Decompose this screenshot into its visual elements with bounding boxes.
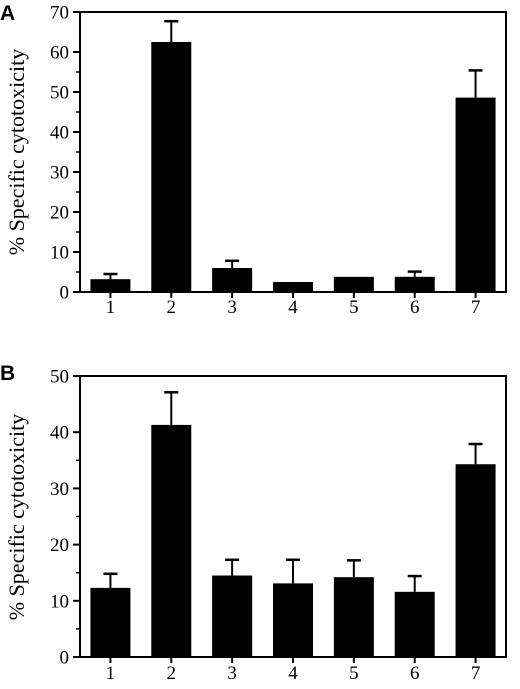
panel-a-x-tick-label-6: 6 <box>410 297 420 318</box>
panel-b-x-tick-label-5: 5 <box>349 663 359 684</box>
panel-a-bar-1 <box>90 279 131 292</box>
panel-a-x-tick-label-7: 7 <box>471 297 481 318</box>
panel-a-y-tick-label: 30 <box>50 163 69 184</box>
panel-a-x-tick-label-2: 2 <box>167 297 177 318</box>
panel-b-y-tick-label: 30 <box>50 479 69 500</box>
panel-a-y-tick-label: 10 <box>50 243 69 264</box>
panel-b-bars <box>90 424 496 657</box>
panel-a-y-tick-label: 0 <box>60 283 70 304</box>
panel-b-bar-4 <box>273 583 313 657</box>
panel-a-bar-2 <box>151 42 192 292</box>
panel-b-bar-5 <box>333 577 374 657</box>
panel-b-y-tick-label: 0 <box>60 648 70 669</box>
panel-a-y-tick-label: 40 <box>50 123 69 144</box>
panel-a-x-tick-label-4: 4 <box>288 297 298 318</box>
panel-b-x-tick-label-4: 4 <box>288 663 298 684</box>
panel-b-y-axis-label: % Specific cytotoxicity <box>4 414 29 621</box>
panel-a-y-tick-label: 20 <box>50 203 69 224</box>
panel-a-bar-4 <box>273 282 313 292</box>
panel-b-letter: B <box>0 362 15 385</box>
panel-b-x-tick-label-3: 3 <box>227 663 237 684</box>
panel-b-y-tick-label: 10 <box>50 591 69 612</box>
panel-a-y-tick-label: 70 <box>50 3 69 24</box>
panel-b-x-tick-label-6: 6 <box>410 663 420 684</box>
panel-a-y-tick-label: 60 <box>50 43 69 64</box>
panel-b-bar-6 <box>394 591 435 657</box>
panel-a-y-tick-label: 50 <box>50 83 69 104</box>
panel-a-plot-frame <box>79 11 507 293</box>
panel-b: B % Specific cytotoxicity 0 10 20 30 40 50 1 2… <box>0 362 507 684</box>
panel-a-x-tick-label-1: 1 <box>106 297 116 318</box>
panel-a-x-ticks: 1 2 3 4 5 6 7 <box>106 292 481 318</box>
panel-a-bar-6 <box>394 276 435 292</box>
panel-b-error-bars <box>103 391 483 592</box>
panel-a-y-axis-label: % Specific cytotoxicity <box>4 49 29 256</box>
panel-a-bar-3 <box>212 268 253 292</box>
panel-a-bar-5 <box>333 276 374 292</box>
panel-b-bar-1 <box>90 587 131 657</box>
panel-b-y-ticks: 0 10 20 30 40 50 <box>50 367 80 669</box>
panel-b-x-tick-label-2: 2 <box>167 663 177 684</box>
panel-b-x-ticks: 1 2 3 4 5 6 7 <box>106 657 481 684</box>
panel-a-bars <box>90 42 496 292</box>
panel-b-y-tick-label: 50 <box>50 367 69 388</box>
panel-a-letter: A <box>0 2 15 25</box>
panel-b-bar-3 <box>212 575 253 657</box>
panel-a: A % Specific cytotoxicity 0 10 20 30 40 50 60 7… <box>0 2 507 318</box>
panel-b-y-tick-label: 40 <box>50 423 69 444</box>
panel-a-x-tick-label-3: 3 <box>227 297 237 318</box>
panel-b-x-tick-label-1: 1 <box>106 663 116 684</box>
panel-a-x-tick-label-5: 5 <box>349 297 359 318</box>
panel-b-y-tick-label: 20 <box>50 535 69 556</box>
panel-b-x-tick-label-7: 7 <box>471 663 481 684</box>
panel-a-y-ticks: 0 10 20 30 40 50 60 70 <box>50 3 80 304</box>
panel-a-bar-7 <box>455 97 496 292</box>
panel-a-axes <box>79 11 507 293</box>
panel-a-error-bars <box>103 19 483 280</box>
panel-b-bar-7 <box>455 464 496 657</box>
panel-b-bar-2 <box>151 424 192 657</box>
